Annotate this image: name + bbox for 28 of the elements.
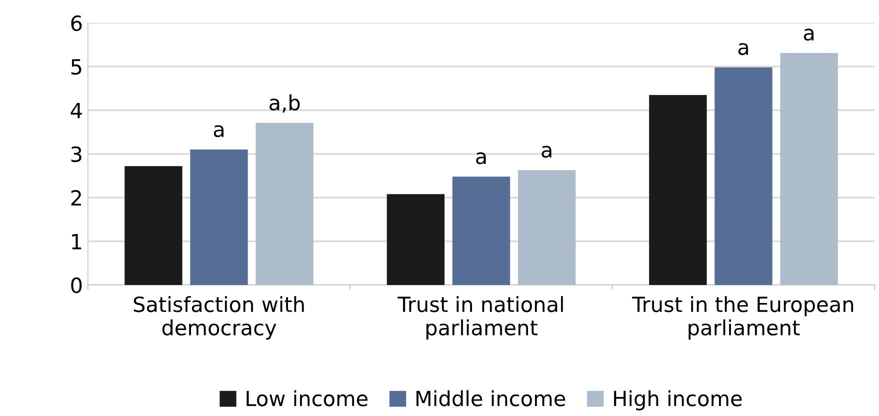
y-tick-label: 4 [70,102,82,118]
bar [124,166,182,285]
bar [386,194,445,285]
bar [649,94,707,285]
bar [714,67,772,285]
bar [518,170,576,285]
legend-label: Low income [246,390,368,406]
x-tick-label: Trust in the European parliament [632,296,854,340]
legend-label: High income [614,390,742,410]
data-label: a,b [270,94,300,113]
data-label: a [738,43,748,56]
x-tick-label: Satisfaction with democracy [134,296,304,340]
legend-label: Middle income [416,390,566,406]
data-label: a [476,152,486,164]
y-tick-label: 1 [72,234,82,250]
y-tick-label: 0 [71,277,82,294]
data-label: a [214,125,224,138]
y-tick-label: 5 [71,59,82,75]
bar [256,122,314,285]
bar [190,150,248,285]
y-tick-label: 3 [71,146,82,162]
bar [780,53,838,285]
y-tick-label: 2 [71,190,81,206]
x-tick-label: Trust in national parliament [398,296,563,340]
y-tick-label: 6 [71,15,82,32]
bar [452,176,510,285]
data-label: a [542,146,552,158]
data-label: a [804,28,814,41]
